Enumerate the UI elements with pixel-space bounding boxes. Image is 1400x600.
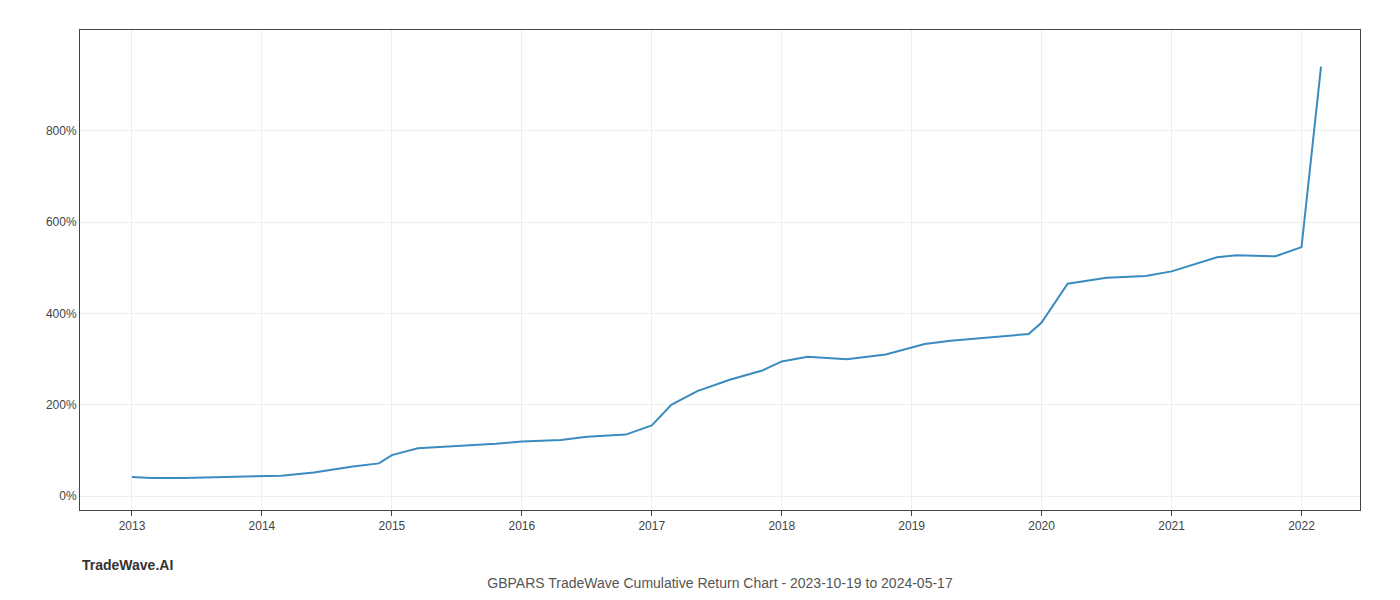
svg-text:2021: 2021	[1158, 519, 1185, 533]
svg-text:2018: 2018	[768, 519, 795, 533]
svg-text:GBPARS TradeWave Cumulative Re: GBPARS TradeWave Cumulative Return Chart…	[487, 575, 953, 591]
svg-text:TradeWave.AI: TradeWave.AI	[82, 557, 173, 573]
svg-text:2017: 2017	[638, 519, 665, 533]
svg-text:2014: 2014	[249, 519, 276, 533]
svg-text:2019: 2019	[898, 519, 925, 533]
svg-text:800%: 800%	[46, 124, 77, 138]
svg-text:0%: 0%	[59, 489, 77, 503]
svg-text:600%: 600%	[46, 215, 77, 229]
svg-text:200%: 200%	[46, 398, 77, 412]
svg-text:2022: 2022	[1288, 519, 1315, 533]
svg-text:2016: 2016	[508, 519, 535, 533]
svg-text:400%: 400%	[46, 307, 77, 321]
svg-text:2015: 2015	[379, 519, 406, 533]
svg-text:2020: 2020	[1028, 519, 1055, 533]
svg-text:2013: 2013	[119, 519, 146, 533]
